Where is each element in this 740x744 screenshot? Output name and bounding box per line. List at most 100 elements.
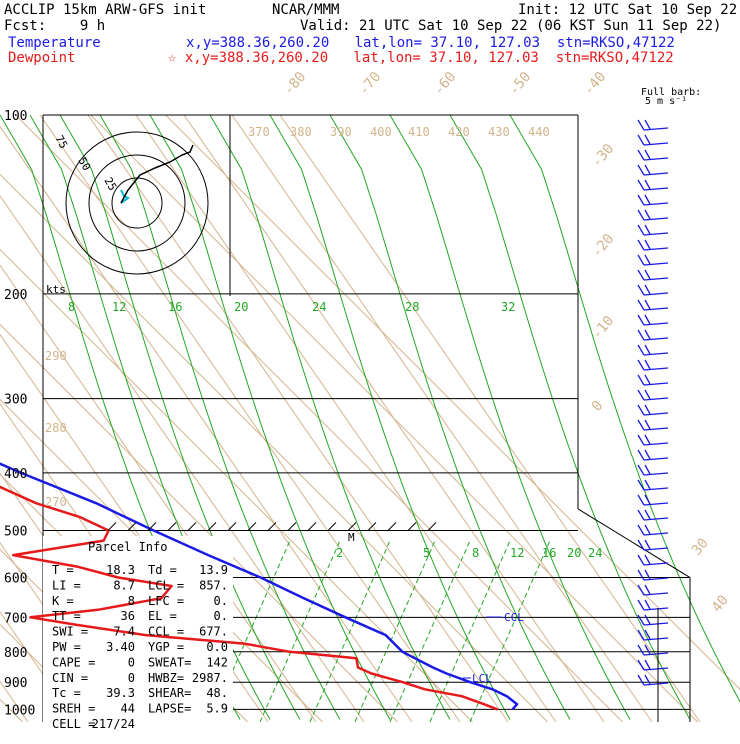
parcel-row-value: 0.0 <box>206 640 228 654</box>
parcel-row-label: Td = <box>148 563 177 577</box>
hodograph-ring-label: 25 <box>101 175 119 193</box>
wind-barb-flag <box>644 329 651 340</box>
wind-barb-shaft <box>643 382 669 386</box>
wind-barb-flag <box>644 629 651 640</box>
dry-adiabat-line <box>183 114 605 723</box>
wind-barb-flag <box>637 674 645 686</box>
isotherm-label: -20 <box>589 231 618 261</box>
wind-barb-flag <box>644 254 651 265</box>
parcel-row-value: 0. <box>214 609 228 623</box>
wind-barb-flag <box>637 254 645 266</box>
wind-barb-flag <box>644 179 651 190</box>
wind-barb-flag <box>644 569 651 580</box>
wind-barbs <box>637 119 669 722</box>
wind-barb-shaft <box>643 532 669 536</box>
parcel-row-value: 217/24 <box>92 717 135 731</box>
isotherm-label: -30 <box>589 141 618 171</box>
parcel-row-value: 7.4 <box>113 625 135 639</box>
wind-barb-flag <box>644 659 651 670</box>
ccl-label: CCL <box>504 611 524 624</box>
wind-barb-flag <box>644 389 651 400</box>
lcl-label: LCL <box>472 672 492 685</box>
wind-barb-flag <box>637 644 645 656</box>
series-line-dewpoint <box>0 485 498 711</box>
wind-barb-flag <box>644 284 651 295</box>
hatch-mark <box>427 522 437 531</box>
wind-barb-shaft <box>643 607 669 611</box>
wind-barb-shaft <box>643 277 669 281</box>
wind-barb-flag <box>644 209 651 220</box>
wind-barb-shaft <box>643 307 669 311</box>
parcel-row-value: 2987. <box>192 671 228 685</box>
pressure-tick-label: 300 <box>4 393 27 408</box>
wind-barb-flag <box>637 269 645 281</box>
parcel-row-value: 3.40 <box>106 640 135 654</box>
wind-barb-shaft <box>643 622 669 626</box>
wind-barb-flag <box>637 209 645 221</box>
parcel-row-value: 39.3 <box>106 686 135 700</box>
wind-barb-flag <box>637 524 645 536</box>
hatch-mark <box>387 522 397 531</box>
hatch-mark <box>327 522 337 531</box>
wind-barb-flag <box>637 329 645 341</box>
wind-barb-flag <box>644 404 651 415</box>
series-line-temperature <box>0 462 519 711</box>
moist-adiabat-line <box>329 114 571 720</box>
annotations: CCL LCL M <box>348 531 524 685</box>
wind-barb-shaft <box>643 337 669 341</box>
sounding-series <box>0 462 519 711</box>
mixing-ratio-label: 8 <box>472 546 479 560</box>
parcel-row-label: SWI = <box>52 625 88 639</box>
wind-barb-flag <box>644 644 651 655</box>
header: ACCLIP 15km ARW-GFS init NCAR/MMM Init: … <box>4 2 737 107</box>
wind-barb-flag <box>644 164 651 175</box>
mixing-ratio-line <box>309 540 391 723</box>
hatch-mark <box>207 522 217 531</box>
theta-label: 290 <box>45 349 67 363</box>
wind-barb-shaft <box>643 412 669 416</box>
parcel-row-value: 677. <box>199 625 228 639</box>
wind-barb-flag <box>637 629 645 641</box>
wind-barb-flag <box>644 134 651 145</box>
moist-adiabat-label: 28 <box>405 300 419 314</box>
dry-adiabat-line <box>0 611 77 723</box>
moist-adiabat-line <box>389 114 631 720</box>
parcel-row-value: 8.7 <box>113 578 135 592</box>
theta-label: 410 <box>408 125 430 139</box>
wind-barb-shaft <box>643 157 669 161</box>
hodograph-ring-label: 75 <box>52 133 70 151</box>
wind-barb-flag <box>637 299 645 311</box>
wind-barb-shaft <box>643 577 669 581</box>
hodograph-unit: kts <box>46 283 66 296</box>
pressure-tick-label: 700 <box>4 611 27 626</box>
mixing-ratio-line <box>469 540 551 723</box>
parcel-row-value: 857. <box>199 578 228 592</box>
parcel-row-label: TT = <box>52 609 81 623</box>
moist-adiabat-label: 32 <box>501 300 515 314</box>
mixing-ratio-line <box>259 540 341 723</box>
theta-label: 420 <box>448 125 470 139</box>
hatch-mark <box>107 522 117 531</box>
hatch-mark <box>187 522 197 531</box>
moist-adiabat-line <box>209 114 451 720</box>
mixing-ratio-line <box>389 540 471 723</box>
isotherm-label: 40 <box>709 592 732 615</box>
hatch-mark <box>367 522 377 531</box>
wind-barb-flag <box>637 179 645 191</box>
wind-barb-shaft <box>643 667 669 671</box>
wind-barb-shaft <box>643 457 669 461</box>
parcel-row-label: LCL = <box>148 578 184 592</box>
hatch-mark <box>127 522 137 531</box>
wind-barb-flag <box>644 149 651 160</box>
header-fcst: Fcst: 9 h <box>4 18 105 34</box>
isotherm-lines <box>0 114 740 723</box>
temperature-location: x,y=388.36,260.20 lat,lon= 37.10, 127.03… <box>186 35 675 51</box>
hatch-mark <box>167 522 177 531</box>
mixing-ratio-line <box>429 540 511 723</box>
wind-barb-flag <box>637 419 645 431</box>
parcel-row-label: CAPE = <box>52 655 95 669</box>
wind-barb-shaft <box>643 142 669 146</box>
wind-barb-flag <box>644 539 651 550</box>
